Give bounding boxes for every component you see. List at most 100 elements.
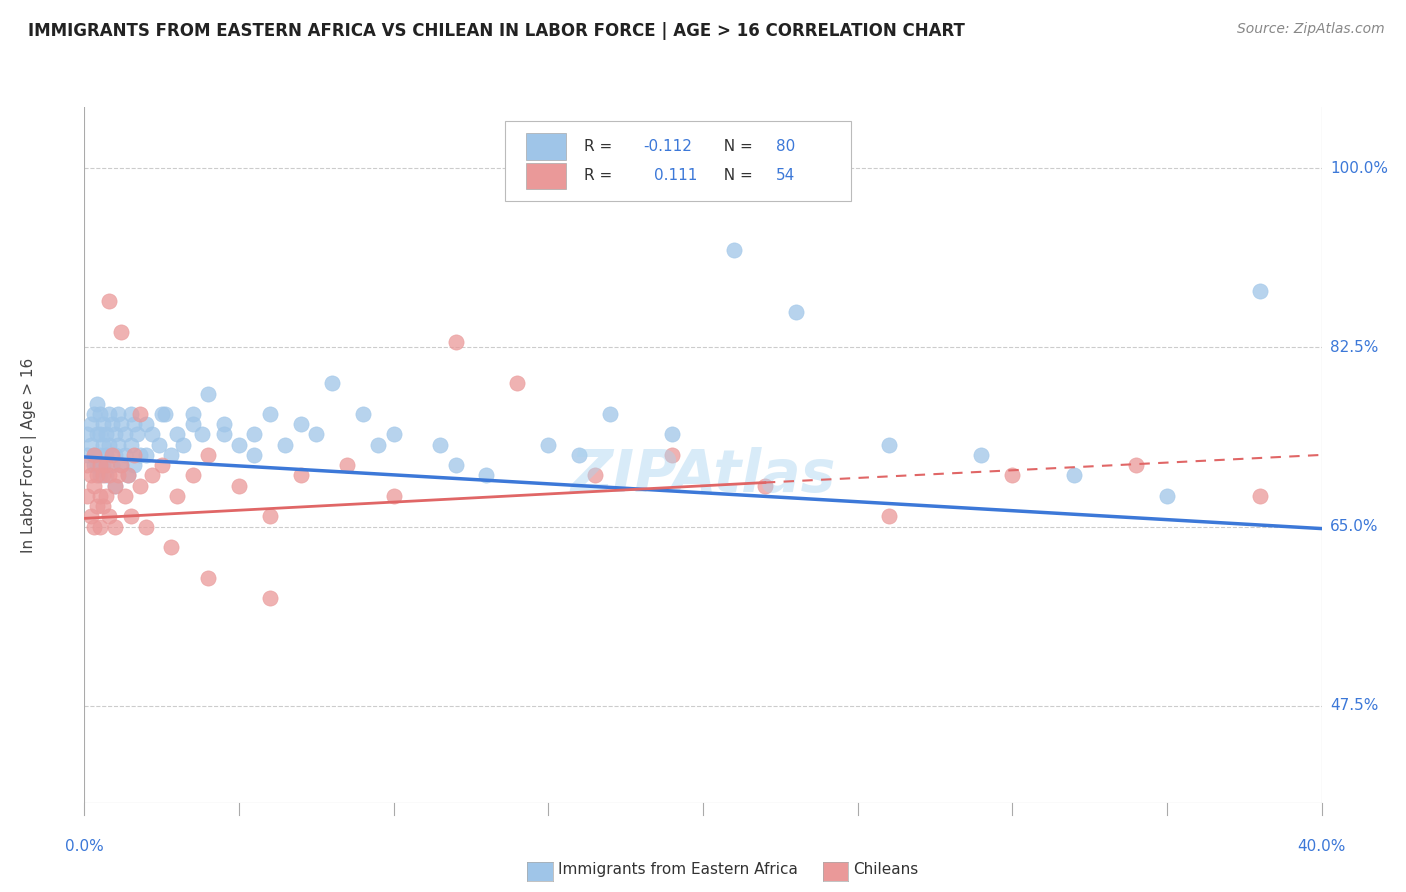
Point	[382, 489, 405, 503]
Point	[117, 468, 139, 483]
Point	[101, 458, 124, 472]
Point	[114, 448, 136, 462]
Point	[259, 407, 281, 421]
Point	[110, 458, 132, 472]
Point	[160, 540, 183, 554]
Point	[83, 407, 105, 421]
Point	[336, 458, 359, 472]
Point	[228, 478, 250, 492]
Text: R =: R =	[585, 169, 623, 184]
FancyBboxPatch shape	[505, 121, 852, 201]
Point	[104, 448, 127, 462]
Point	[89, 489, 111, 503]
Point	[1125, 458, 1147, 472]
Point	[129, 448, 152, 462]
Point	[367, 438, 389, 452]
Text: Source: ZipAtlas.com: Source: ZipAtlas.com	[1237, 22, 1385, 37]
Point	[101, 448, 124, 462]
Point	[506, 376, 529, 391]
Point	[104, 519, 127, 533]
Point	[91, 468, 114, 483]
Point	[212, 427, 235, 442]
Text: 47.5%: 47.5%	[1330, 698, 1378, 713]
Point	[141, 427, 163, 442]
Point	[259, 509, 281, 524]
Point	[94, 427, 117, 442]
Point	[94, 489, 117, 503]
Point	[94, 448, 117, 462]
Point	[76, 427, 98, 442]
Point	[120, 509, 142, 524]
Point	[83, 458, 105, 472]
Text: Immigrants from Eastern Africa: Immigrants from Eastern Africa	[558, 863, 799, 877]
Point	[110, 417, 132, 432]
Point	[877, 509, 900, 524]
Point	[79, 417, 101, 432]
Point	[382, 427, 405, 442]
Point	[135, 448, 157, 462]
Point	[86, 397, 108, 411]
Point	[172, 438, 194, 452]
Point	[83, 448, 105, 462]
Point	[970, 448, 993, 462]
Point	[1001, 468, 1024, 483]
Point	[79, 438, 101, 452]
Point	[723, 244, 745, 258]
Point	[583, 468, 606, 483]
Point	[98, 468, 121, 483]
Text: ZIPAtlas: ZIPAtlas	[571, 447, 835, 504]
Point	[475, 468, 498, 483]
Point	[1249, 489, 1271, 503]
Point	[1063, 468, 1085, 483]
Point	[94, 468, 117, 483]
Point	[98, 509, 121, 524]
Point	[104, 427, 127, 442]
Point	[114, 489, 136, 503]
Point	[212, 417, 235, 432]
Point	[89, 448, 111, 462]
Point	[104, 478, 127, 492]
Point	[91, 499, 114, 513]
Text: N =: N =	[714, 169, 758, 184]
Point	[444, 335, 467, 350]
Point	[661, 427, 683, 442]
Text: In Labor Force | Age > 16: In Labor Force | Age > 16	[21, 358, 37, 552]
Point	[166, 427, 188, 442]
Text: 54: 54	[776, 169, 796, 184]
Point	[89, 458, 111, 472]
FancyBboxPatch shape	[526, 134, 565, 160]
Text: -0.112: -0.112	[644, 139, 693, 154]
Point	[661, 448, 683, 462]
Point	[150, 458, 173, 472]
Point	[76, 448, 98, 462]
Point	[150, 407, 173, 421]
Point	[91, 438, 114, 452]
Point	[94, 458, 117, 472]
Point	[79, 509, 101, 524]
Point	[117, 468, 139, 483]
Point	[129, 478, 152, 492]
Text: 80: 80	[776, 139, 796, 154]
Point	[120, 407, 142, 421]
Point	[243, 448, 266, 462]
Point	[228, 438, 250, 452]
Point	[110, 325, 132, 339]
Point	[197, 571, 219, 585]
Point	[86, 458, 108, 472]
Point	[89, 427, 111, 442]
Point	[153, 407, 176, 421]
Point	[98, 438, 121, 452]
Point	[568, 448, 591, 462]
Point	[89, 468, 111, 483]
Point	[160, 448, 183, 462]
Point	[166, 489, 188, 503]
Point	[197, 386, 219, 401]
Point	[181, 468, 204, 483]
Point	[129, 407, 152, 421]
Point	[125, 427, 148, 442]
Text: 0.0%: 0.0%	[65, 838, 104, 854]
Point	[181, 407, 204, 421]
Point	[76, 489, 98, 503]
Point	[122, 448, 145, 462]
Text: N =: N =	[714, 139, 758, 154]
